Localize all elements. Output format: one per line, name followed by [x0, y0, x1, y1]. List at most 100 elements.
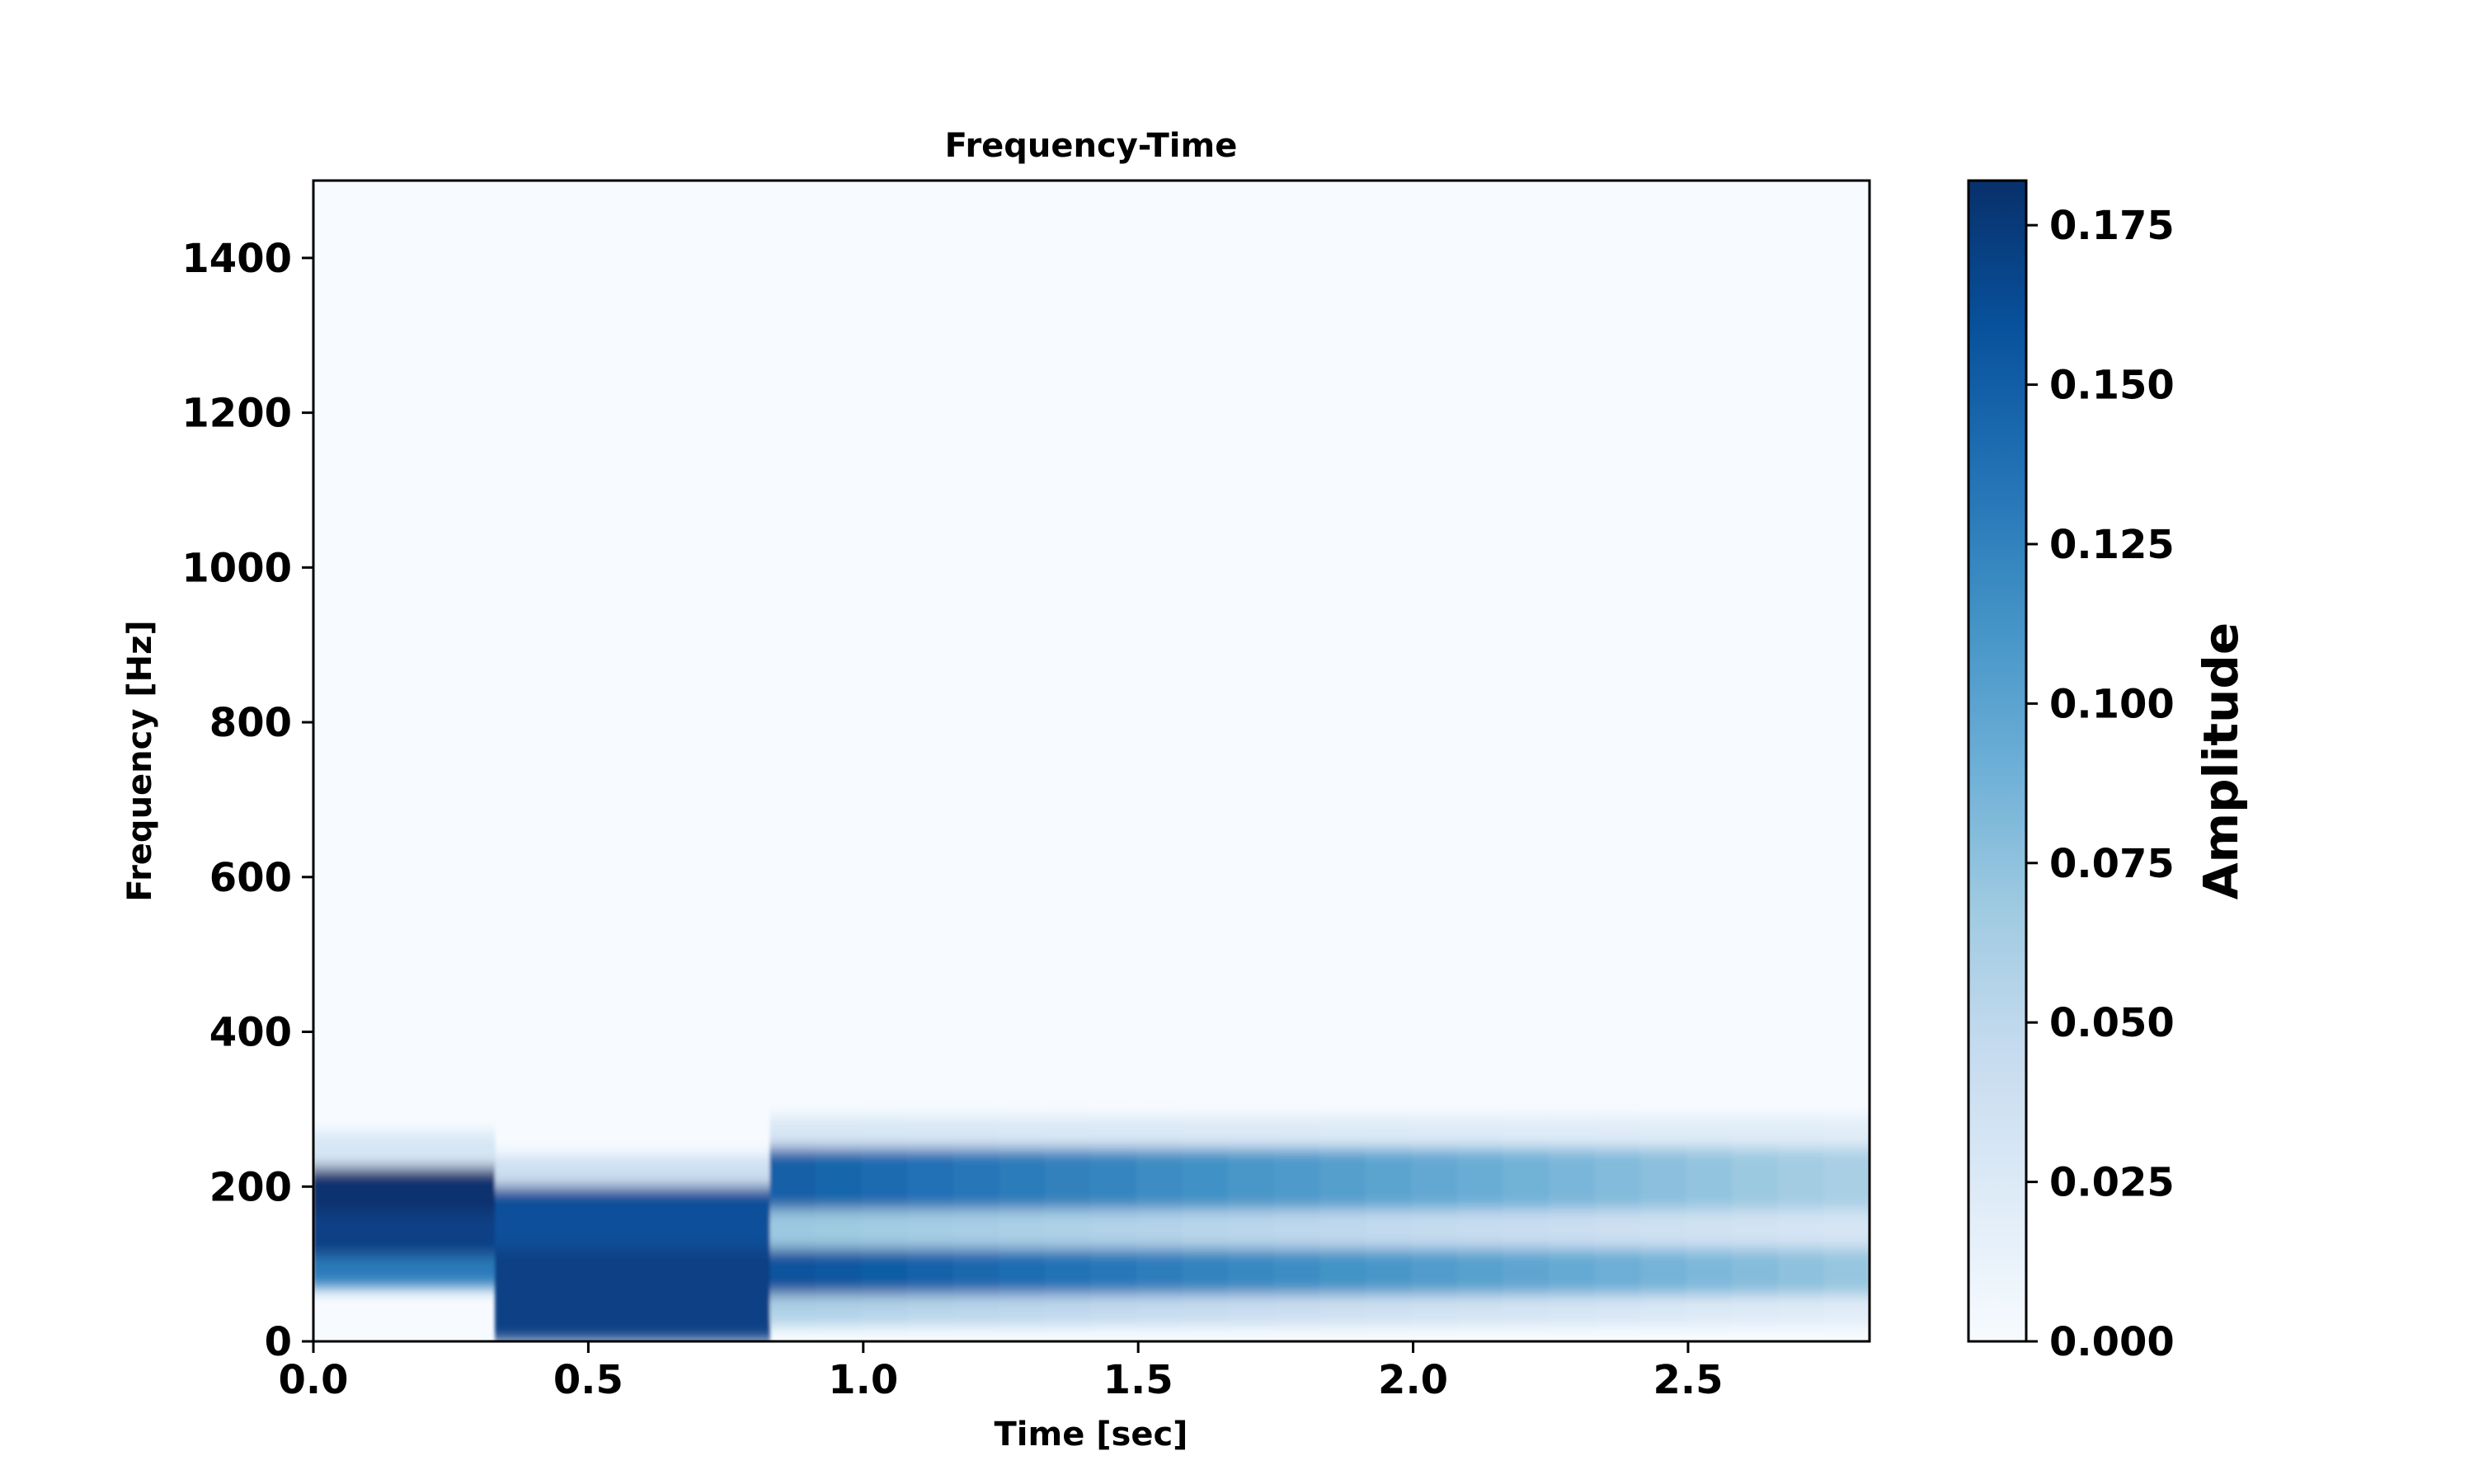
heatmap-cell: [1365, 1294, 1412, 1327]
heatmap-cell: [1319, 1209, 1366, 1249]
heatmap-cell: [1823, 1148, 1870, 1210]
heatmap-cell: [1594, 1148, 1641, 1210]
heatmap-cell: [1365, 1116, 1412, 1148]
colorbar-label: Amplitude: [2193, 622, 2249, 899]
heatmap-cell: [769, 1209, 816, 1249]
y-tick-label: 1400: [181, 236, 292, 282]
heatmap-cell: [1456, 1209, 1504, 1249]
heatmap-cell: [999, 1116, 1046, 1148]
y-tick-label: 800: [209, 700, 292, 746]
heatmap-cell: [1549, 1209, 1596, 1249]
y-tick-label: 200: [209, 1164, 292, 1210]
y-tick-label: 400: [209, 1010, 292, 1056]
heatmap-cell: [1640, 1248, 1687, 1295]
heatmap-cell: [1090, 1116, 1137, 1148]
heatmap-cell: [1777, 1248, 1825, 1295]
heatmap-cell: [815, 1148, 863, 1210]
heatmap-cell: [1503, 1148, 1550, 1210]
heatmap-cell: [1777, 1209, 1825, 1249]
heatmap-cell: [1732, 1148, 1779, 1210]
heatmap-cell: [907, 1116, 954, 1148]
x-axis: 0.0 0.5 1.0 1.5 2.0 2.5: [278, 1341, 1723, 1403]
heatmap-cell: [907, 1248, 954, 1295]
x-axis-label: Time [sec]: [995, 1416, 1188, 1453]
heatmap-cell: [999, 1209, 1046, 1249]
heatmap-cell: [815, 1294, 863, 1327]
heatmap-cell: [1411, 1209, 1458, 1249]
heatmap-cell: [861, 1209, 908, 1249]
heatmap-cell: [1319, 1116, 1366, 1148]
heatmap-cell: [999, 1148, 1046, 1210]
heatmap-cell: [1411, 1294, 1458, 1327]
heatmap-cell: [1090, 1148, 1137, 1210]
heatmap-cell: [1549, 1294, 1596, 1327]
heatmap-cell: [1411, 1116, 1458, 1148]
heatmap-cell: [952, 1248, 999, 1295]
heatmap-cell: [1273, 1294, 1320, 1327]
y-axis-label: Frequency [Hz]: [121, 620, 159, 901]
heatmap-cell: [1732, 1116, 1779, 1148]
heatmap-cell: [1503, 1116, 1550, 1148]
y-tick-label: 1000: [181, 545, 292, 591]
heatmap-cell: [1228, 1116, 1275, 1148]
heatmap-cell: [1182, 1248, 1229, 1295]
heatmap-cell: [907, 1148, 954, 1210]
heatmap-cell: [313, 1167, 496, 1214]
heatmap-cell: [769, 1148, 816, 1210]
colorbar-tick-label: 0.150: [2049, 363, 2175, 409]
heatmap-cell: [999, 1248, 1046, 1295]
colorbar: 0.000 0.025 0.050 0.075 0.100 0.125 0.150 0.175…: [1967, 179, 2249, 1365]
chart-title: Frequency-Time: [945, 127, 1238, 165]
heatmap-cell: [1640, 1209, 1687, 1249]
heatmap-cell: [1136, 1116, 1183, 1148]
plot-area: [312, 179, 1871, 1343]
x-tick-label: 0.0: [278, 1357, 348, 1403]
heatmap: [313, 1116, 1870, 1341]
heatmap-cell: [861, 1116, 908, 1148]
heatmap-cell: [1456, 1248, 1504, 1295]
heatmap-cell: [1503, 1294, 1550, 1327]
x-tick-label: 2.5: [1653, 1357, 1723, 1403]
colorbar-tick-label: 0.075: [2049, 841, 2175, 887]
colorbar-ticks: 0.000 0.025 0.050 0.075 0.100 0.125 0.150 0.175: [2026, 203, 2175, 1365]
heatmap-cell: [1365, 1248, 1412, 1295]
x-tick-label: 1.5: [1103, 1357, 1174, 1403]
heatmap-cell: [1686, 1116, 1733, 1148]
colorbar-tick-label: 0.050: [2049, 1000, 2175, 1046]
colorbar-tick-label: 0.125: [2049, 522, 2175, 568]
heatmap-cell: [1640, 1116, 1687, 1148]
heatmap-cell: [952, 1209, 999, 1249]
x-tick-label: 2.0: [1378, 1357, 1448, 1403]
heatmap-cell: [1044, 1116, 1091, 1148]
heatmap-cell: [1640, 1294, 1687, 1327]
heatmap-cell: [1182, 1294, 1229, 1327]
heatmap-cell: [769, 1294, 816, 1327]
heatmap-cell: [815, 1116, 863, 1148]
heatmap-cell: [1228, 1294, 1275, 1327]
heatmap-cell: [1228, 1248, 1275, 1295]
heatmap-cell: [1732, 1209, 1779, 1249]
heatmap-cell: [1777, 1148, 1825, 1210]
heatmap-cell: [313, 1132, 496, 1167]
colorbar-frame: [1967, 179, 2028, 1343]
heatmap-cell: [1549, 1248, 1596, 1295]
x-tick-label: 1.0: [828, 1357, 898, 1403]
heatmap-cell: [1640, 1148, 1687, 1210]
heatmap-cell: [1273, 1148, 1320, 1210]
heatmap-cell: [1228, 1209, 1275, 1249]
heatmap-cell: [1228, 1148, 1275, 1210]
heatmap-cell: [1732, 1248, 1779, 1295]
heatmap-cell: [313, 1214, 496, 1256]
heatmap-cell: [1319, 1248, 1366, 1295]
heatmap-cell: [952, 1148, 999, 1210]
colorbar-gradient: [1968, 181, 2026, 1341]
colorbar-tick-label: 0.175: [2049, 203, 2175, 249]
heatmap-cell: [1136, 1294, 1183, 1327]
heatmap-cell: [1823, 1248, 1870, 1295]
heatmap-cell: [861, 1294, 908, 1327]
heatmap-cell: [1777, 1116, 1825, 1148]
y-axis: 0 200 400 600 800 1000 1200 1400: [181, 236, 313, 1365]
x-tick-label: 0.5: [553, 1357, 623, 1403]
heatmap-cell: [1182, 1209, 1229, 1249]
